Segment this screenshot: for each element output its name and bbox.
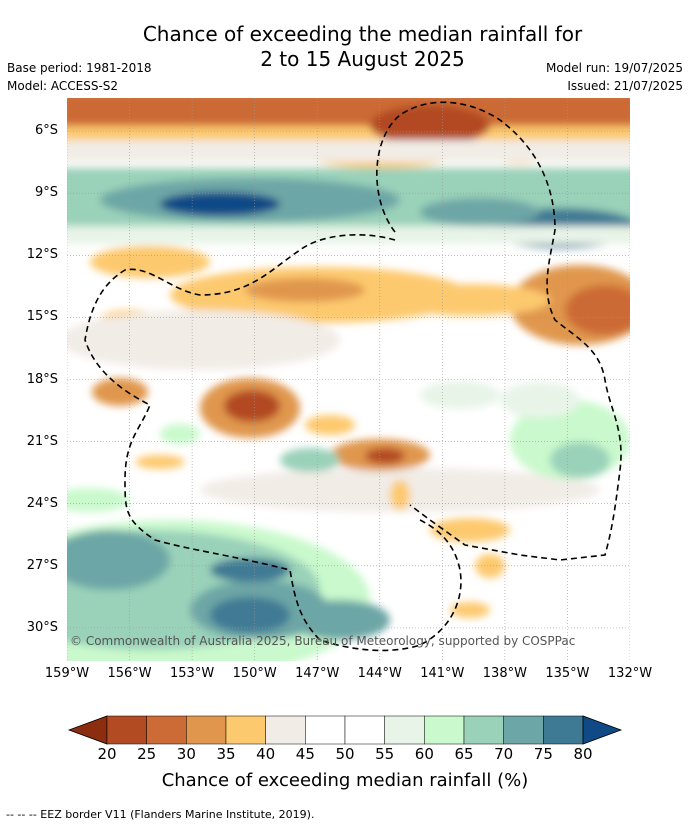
neutral-zone-16s — [67, 310, 340, 370]
y-tick-label: 27°S — [26, 557, 58, 573]
colorbar-segment — [305, 715, 346, 745]
wet-peak-27s — [210, 558, 290, 582]
y-tick-label: 15°S — [26, 309, 58, 325]
colorbar-tick-label: 40 — [256, 745, 276, 763]
y-tick-label: 30°S — [26, 619, 58, 635]
x-tick-label: 132°W — [607, 666, 653, 681]
colorbar-tick-label: 75 — [533, 745, 553, 763]
wet-patch-24s-left — [67, 488, 130, 512]
base-period-text: Base period: 1981-2018 — [7, 61, 152, 75]
x-tick-label: 144°W — [357, 666, 402, 681]
colorbar — [67, 715, 623, 745]
eez-border-french-polynesia — [84, 234, 462, 652]
footer-text: -- -- -- EEZ border V11 (Flanders Marine… — [6, 808, 315, 821]
colorbar-title: Chance of exceeding median rainfall (%) — [161, 770, 529, 791]
dry-band-top-edge — [67, 126, 630, 140]
model-text: Model: ACCESS-S2 — [7, 79, 119, 93]
eez-border-kiribati — [376, 101, 622, 561]
issued-text: Issued: 21/07/2025 — [567, 79, 683, 93]
rainfall-field — [67, 98, 630, 661]
colorbar-segment — [424, 715, 465, 745]
y-tick-label: 12°S — [26, 247, 58, 263]
colorbar-segment — [146, 715, 187, 745]
x-tick-label: 150°W — [232, 666, 277, 681]
meta-right: Model run: 19/07/2025 Issued: 21/07/2025 — [546, 59, 683, 95]
y-tick-label: 21°S — [26, 433, 58, 449]
copyright-text: © Commonwealth of Australia 2025, Bureau… — [70, 634, 576, 648]
dry-patch-18s-left — [92, 378, 148, 406]
wet-band-edge — [67, 226, 630, 244]
colorbar-segment — [543, 715, 584, 745]
x-tick-label: 138°W — [482, 666, 527, 681]
x-tick-label: 147°W — [295, 666, 340, 681]
dry-patch-12s-left — [90, 246, 210, 278]
colorbar-extend-high — [582, 715, 623, 745]
wet-core-30s — [290, 600, 390, 640]
colorbar-segment — [225, 715, 266, 745]
y-tick-label: 18°S — [26, 371, 58, 387]
wet-core-26s — [67, 530, 170, 590]
dry-patch-25s — [430, 518, 510, 542]
wet-band-peak-left — [160, 192, 280, 216]
wet-patch-19s-mid — [420, 381, 500, 409]
meta-left: Base period: 1981-2018 Model: ACCESS-S2 — [7, 59, 152, 95]
x-tick-label: 159°W — [44, 666, 90, 681]
colorbar-tick-label: 45 — [295, 745, 315, 763]
wet-patch-22s — [280, 448, 340, 472]
dry-core-13s — [245, 278, 365, 302]
dry-core-right — [565, 285, 630, 335]
model-run-text: Model run: 19/07/2025 — [545, 61, 683, 75]
colorbar-tick-label: 25 — [137, 745, 157, 763]
dry-patch-22s-left — [135, 455, 185, 469]
colorbar-tick-label: 65 — [454, 745, 474, 763]
wet-patch-22s-right — [550, 442, 610, 478]
y-tick-label: 24°S — [26, 495, 58, 511]
dry-core-top — [370, 105, 490, 145]
x-tick-label: 156°W — [107, 666, 152, 681]
colorbar-tick-label: 50 — [335, 745, 355, 763]
colorbar-segment — [384, 715, 425, 745]
colorbar-segment — [265, 715, 306, 745]
colorbar-tick-label: 55 — [375, 745, 395, 763]
colorbar-tick-label: 20 — [97, 745, 117, 763]
colorbar-extend-low — [67, 715, 108, 745]
dry-core-19s — [224, 390, 280, 422]
eez-borders — [84, 101, 622, 652]
colorbar-tick-label: 30 — [176, 745, 196, 763]
neutral-band-top — [67, 140, 630, 162]
colorbar-tick-label: 60 — [414, 745, 434, 763]
colorbar-segment — [106, 715, 147, 745]
colorbar-segment — [186, 715, 227, 745]
x-tick-label: 135°W — [545, 666, 590, 681]
map-title: Chance of exceeding the median rainfall … — [0, 22, 690, 72]
dry-core-22s — [365, 448, 405, 464]
wet-peak-29s — [210, 597, 290, 633]
colorbar-tick-label: 35 — [216, 745, 236, 763]
colorbar-segment — [344, 715, 385, 745]
title-line2: 2 to 15 August 2025 — [260, 47, 465, 71]
dry-patch-15s-mid — [390, 284, 550, 316]
wet-patch-21s-left — [160, 424, 200, 444]
x-tick-label: 141°W — [420, 666, 465, 681]
colorbar-tick-label: 80 — [573, 745, 593, 763]
dry-patch-29s — [450, 602, 490, 618]
colorbar-tick-label: 70 — [494, 745, 514, 763]
y-tick-label: 9°S — [34, 185, 58, 201]
dry-patch-21s — [305, 415, 355, 435]
title-line1: Chance of exceeding the median rainfall … — [142, 22, 583, 46]
colorbar-segment — [463, 715, 504, 745]
wet-band-right-mid — [420, 198, 540, 226]
graticule — [67, 98, 630, 661]
wet-patch-19s-right — [500, 382, 580, 418]
colorbar-segment — [503, 715, 544, 745]
x-tick-label: 153°W — [170, 666, 215, 681]
dry-patch-23s — [390, 480, 410, 510]
y-tick-label: 6°S — [34, 123, 58, 139]
